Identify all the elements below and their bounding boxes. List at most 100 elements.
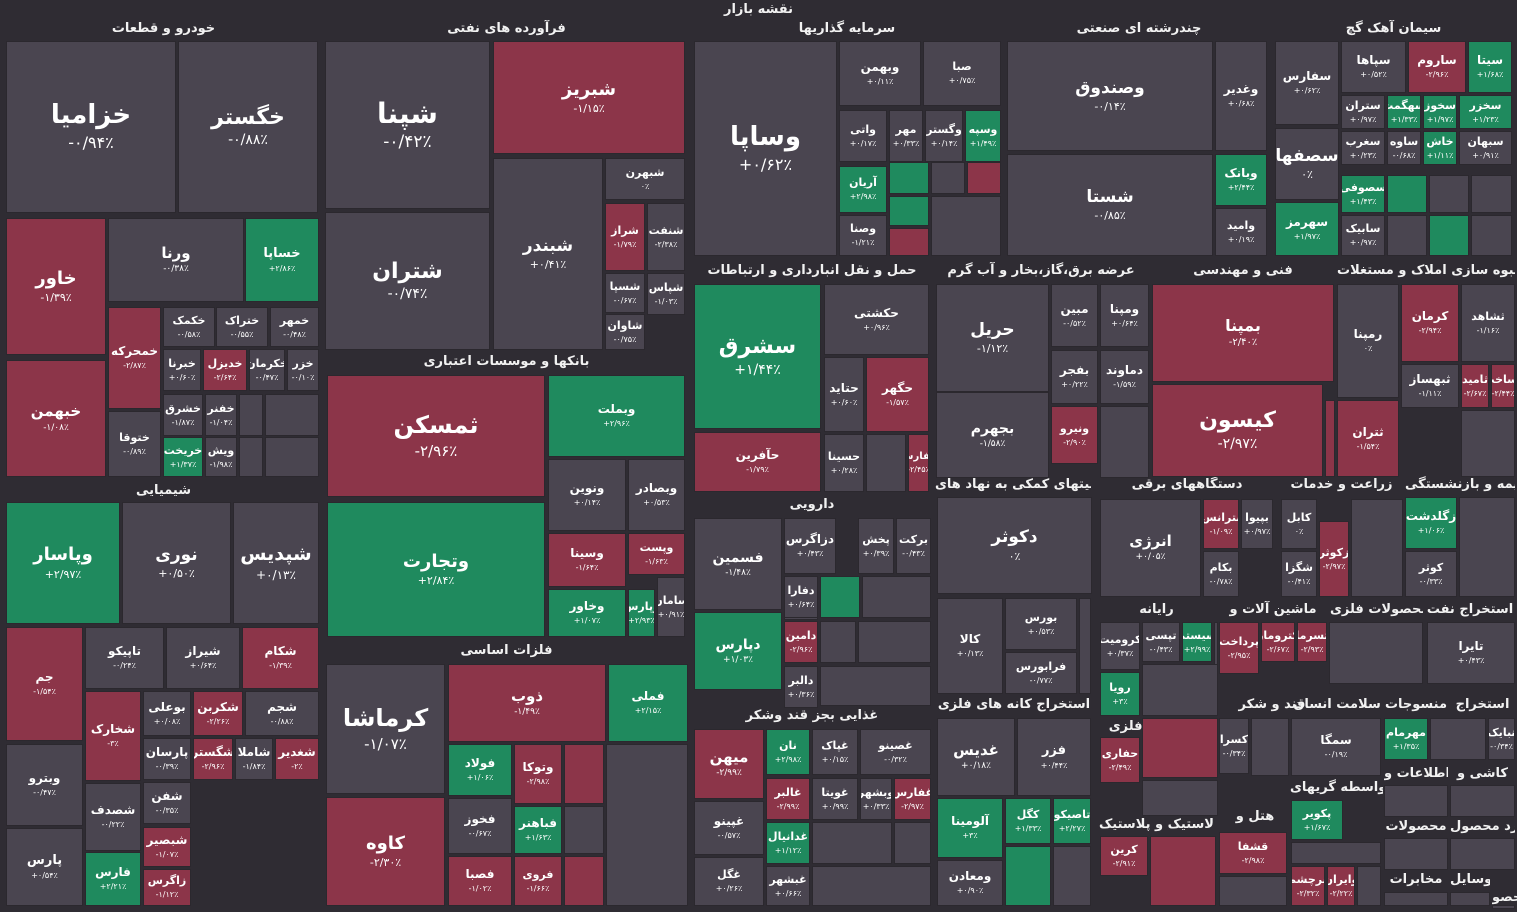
stock-tile[interactable]: وبملت +۲/۹۶٪	[548, 375, 685, 457]
stock-tile[interactable]: رویا +۳٪	[1100, 672, 1140, 716]
minor-stock-tile[interactable]	[862, 576, 931, 618]
minor-stock-tile[interactable]	[1450, 892, 1490, 906]
stock-tile[interactable]: حگهر -۱/۵۷٪	[866, 357, 929, 432]
minor-stock-tile[interactable]	[1471, 175, 1512, 213]
stock-tile[interactable]: شغدیر -۲٪	[275, 738, 319, 780]
stock-tile[interactable]: حفارس-۲/۴۵٪	[908, 434, 929, 492]
stock-tile[interactable]: تسرما -۲/۹۳٪	[1297, 622, 1327, 662]
stock-tile[interactable]: ومعادن +۰/۹۰٪	[937, 860, 1003, 906]
stock-tile[interactable]: غفارس -۲/۹۷٪	[894, 778, 931, 820]
stock-tile[interactable]: غگل +۰/۲۶٪	[694, 857, 764, 906]
stock-tile[interactable]: وپست -۱/۶۳٪	[628, 533, 685, 575]
minor-stock-tile[interactable]	[1142, 718, 1218, 778]
minor-stock-tile[interactable]	[1471, 215, 1512, 256]
stock-tile[interactable]: آریان +۲/۹۸٪	[839, 166, 887, 213]
stock-tile[interactable]: سمگا -۰/۱۹٪	[1291, 718, 1381, 776]
stock-tile[interactable]: زگلدشت +۱/۰۶٪	[1405, 497, 1457, 549]
stock-tile[interactable]: سهگمت +۱/۳۳٪	[1387, 95, 1421, 129]
stock-tile[interactable]: وبانک +۲/۴۴٪	[1215, 154, 1267, 206]
stock-tile[interactable]: شاملا -۱/۸۴٪	[235, 738, 273, 780]
stock-tile[interactable]: کوثر -۰/۳۳٪	[1405, 551, 1457, 597]
stock-tile[interactable]: مهر +۰/۳۳٪	[889, 110, 923, 162]
stock-tile[interactable]: حتاید +۰/۶۰٪	[824, 357, 864, 432]
stock-tile[interactable]: سغرب +۰/۲۳٪	[1341, 131, 1385, 165]
stock-tile[interactable]: کالا +۰/۱۳٪	[937, 598, 1003, 694]
minor-stock-tile[interactable]	[894, 822, 931, 864]
stock-tile[interactable]: کابل ۰٪	[1281, 499, 1317, 549]
stock-tile[interactable]: برکت -۰/۴۳٪	[896, 518, 931, 574]
stock-tile[interactable]: سهرمز +۱/۹۷٪	[1275, 202, 1339, 256]
stock-tile[interactable]: کرین -۲/۹۱٪	[1100, 836, 1148, 876]
minor-stock-tile[interactable]	[1329, 622, 1423, 684]
minor-stock-tile[interactable]	[239, 437, 263, 477]
stock-tile[interactable]: فملی +۲/۱۵٪	[608, 664, 688, 742]
stock-tile[interactable]: کیسون -۲/۹۷٪	[1152, 384, 1323, 477]
stock-tile[interactable]: شستا -۰/۸۵٪	[1007, 154, 1213, 256]
stock-tile[interactable]: ستران +۰/۹۷٪	[1341, 95, 1385, 129]
stock-tile[interactable]: ورنا -۰/۳۸٪	[108, 218, 244, 302]
stock-tile[interactable]: وخاور +۱/۰۷٪	[548, 589, 626, 637]
stock-tile[interactable]: وساپا +۰/۶۲٪	[694, 41, 837, 256]
stock-tile[interactable]: وبهمن +۰/۱۱٪	[839, 41, 921, 106]
stock-tile[interactable]: شیراز +۰/۶۴٪	[166, 627, 240, 689]
minor-stock-tile[interactable]	[812, 866, 931, 906]
minor-stock-tile[interactable]	[1461, 410, 1515, 477]
stock-tile[interactable]: پکویر +۱/۶۷٪	[1291, 800, 1343, 840]
stock-tile[interactable]: شجم -۰/۸۸٪	[245, 691, 319, 736]
stock-tile[interactable]: واتی +۰/۱۷٪	[839, 110, 887, 162]
stock-tile[interactable]: خگستر -۰/۸۸٪	[178, 41, 318, 213]
minor-stock-tile[interactable]	[1142, 664, 1218, 716]
stock-tile[interactable]: فولاد +۱/۰۶٪	[448, 744, 512, 796]
stock-tile[interactable]: پرداخت -۲/۹۵٪	[1219, 622, 1259, 674]
stock-tile[interactable]: ثشاهد -۱/۱۶٪	[1461, 284, 1515, 362]
stock-tile[interactable]: سخوز +۱/۹۷٪	[1423, 95, 1457, 129]
stock-tile[interactable]: دکوثر ۰٪	[937, 497, 1092, 594]
stock-tile[interactable]: غپینو -۰/۵۷٪	[694, 801, 764, 855]
minor-stock-tile[interactable]	[1384, 892, 1448, 906]
stock-tile[interactable]: شگزا -۰/۴۱٪	[1281, 551, 1317, 597]
stock-tile[interactable]: شسپا -۰/۶۷٪	[605, 273, 645, 313]
stock-tile[interactable]: سابیک +۰/۹۷٪	[1341, 215, 1385, 256]
minor-stock-tile[interactable]	[866, 434, 906, 492]
stock-tile[interactable]: غالبر -۲/۹۹٪	[766, 778, 810, 820]
stock-tile[interactable]: وبترو -۰/۴۷٪	[6, 744, 83, 826]
minor-stock-tile[interactable]	[1251, 718, 1289, 776]
minor-stock-tile[interactable]	[564, 856, 604, 906]
stock-tile[interactable]: غدانیال +۱/۱۲٪	[766, 822, 810, 864]
stock-tile[interactable]: ثساخت -۲/۴۴٪	[1491, 364, 1515, 408]
stock-tile[interactable]: دزاگرس +۰/۴۳٪	[784, 518, 836, 574]
stock-tile[interactable]: وسپه +۱/۴۹٪	[965, 110, 1001, 162]
minor-stock-tile[interactable]	[1429, 175, 1469, 213]
stock-tile[interactable]: خزر -۰/۱۰٪	[287, 349, 319, 391]
stock-tile[interactable]: پارسان -۰/۳۹٪	[143, 738, 191, 780]
stock-tile[interactable]: شگستر -۲/۹۶٪	[193, 738, 233, 780]
stock-tile[interactable]: بفجر +۰/۲۲٪	[1051, 350, 1098, 404]
minor-stock-tile[interactable]	[889, 162, 929, 194]
stock-tile[interactable]: زاگرس -۱/۱۲٪	[143, 869, 191, 906]
minor-stock-tile[interactable]	[931, 196, 1001, 256]
stock-tile[interactable]: وبصادر +۰/۵۳٪	[628, 459, 685, 531]
stock-tile[interactable]: میهن -۲/۹۹٪	[694, 729, 764, 799]
stock-tile[interactable]: سیستم +۲/۹۹٪	[1182, 622, 1212, 662]
minor-stock-tile[interactable]	[1357, 866, 1381, 906]
stock-tile[interactable]: پارس +۰/۵۴٪	[6, 828, 83, 906]
stock-tile[interactable]: سرچشمه -۲/۳۲٪	[1291, 866, 1325, 906]
stock-tile[interactable]: شپنا -۰/۴۲٪	[325, 41, 490, 209]
stock-tile[interactable]: خمهر -۰/۴۸٪	[270, 307, 319, 347]
stock-tile[interactable]: فسمین -۱/۴۸٪	[694, 518, 782, 610]
minor-stock-tile[interactable]	[564, 806, 604, 854]
stock-tile[interactable]: شبندر +۰/۴۱٪	[493, 158, 603, 350]
minor-stock-tile[interactable]	[1459, 497, 1515, 597]
stock-tile[interactable]: ونیرو -۲/۹۰٪	[1051, 406, 1098, 464]
stock-tile[interactable]: کترومار -۲/۶۷٪	[1261, 622, 1295, 662]
stock-tile[interactable]: صبا +۰/۷۵٪	[923, 41, 1001, 106]
stock-tile[interactable]: سصفها ۰٪	[1275, 128, 1339, 200]
stock-tile[interactable]: حکشتی +۰/۹۶٪	[824, 284, 929, 355]
stock-tile[interactable]: فصبا -۱/۰۲٪	[448, 856, 512, 906]
stock-tile[interactable]: ختراک -۰/۵۵٪	[216, 307, 268, 347]
stock-tile[interactable]: خمحرکه -۲/۸۷٪	[108, 307, 161, 409]
stock-tile[interactable]: فارس +۲/۲۱٪	[85, 852, 141, 906]
stock-tile[interactable]: سبهان +۰/۹۱٪	[1459, 131, 1512, 165]
stock-tile[interactable]: شتران -۰/۷۴٪	[325, 212, 490, 350]
minor-stock-tile[interactable]	[239, 394, 263, 436]
